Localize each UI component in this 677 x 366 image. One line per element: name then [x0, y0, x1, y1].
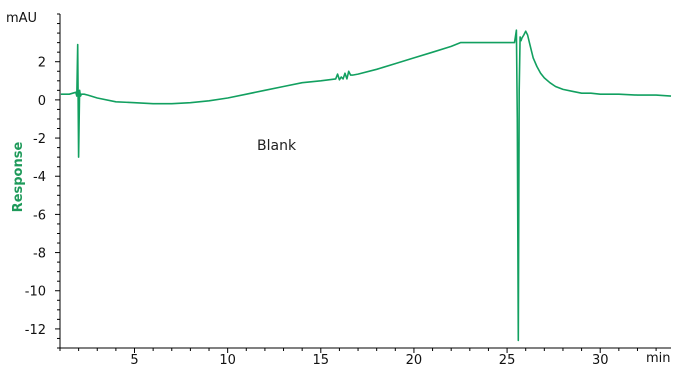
y-tick-label: -4	[33, 170, 46, 185]
x-unit-label: min	[646, 351, 671, 366]
annotation-blank: Blank	[257, 138, 297, 154]
y-unit-label: mAU	[6, 11, 37, 26]
x-tick-label: 10	[219, 353, 236, 366]
y-tick-label: -10	[25, 285, 46, 300]
x-tick-label: 20	[406, 353, 423, 366]
x-tick-label: 25	[499, 353, 516, 366]
axes	[59, 14, 671, 349]
series-line	[60, 29, 672, 342]
x-tick-label: 5	[130, 353, 138, 366]
y-tick-label: -12	[25, 323, 46, 338]
y-axis-label: Response	[11, 142, 26, 213]
y-tick-label: -6	[33, 208, 46, 223]
tick-marks	[55, 13, 657, 353]
y-tick-label: 2	[38, 56, 46, 71]
x-tick-label: 15	[313, 353, 330, 366]
y-tick-label: 0	[38, 94, 46, 109]
y-tick-label: -8	[33, 247, 46, 262]
x-tick-label: 30	[592, 353, 609, 366]
y-tick-label: -2	[33, 132, 46, 147]
